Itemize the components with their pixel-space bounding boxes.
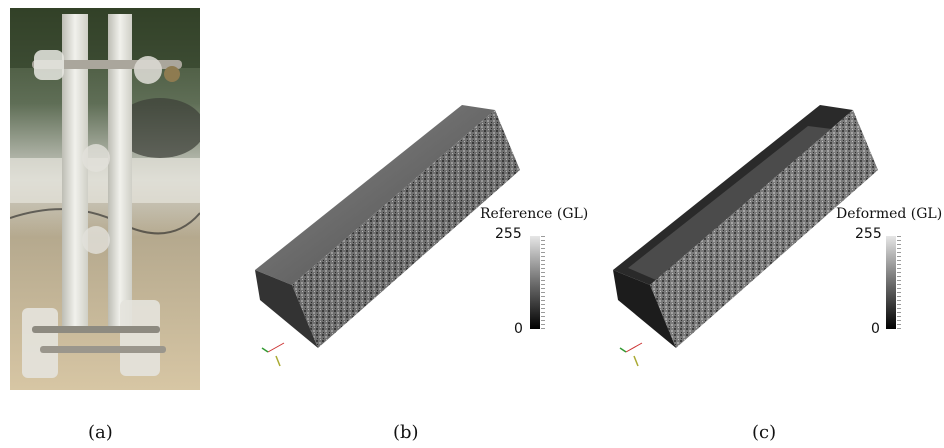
reference-volume-render: [255, 105, 520, 367]
deformed-volume-render: [613, 105, 878, 367]
colorbar-max-deformed: 255: [855, 226, 882, 242]
caption-a: (a): [88, 422, 113, 443]
colorbar-ticks-deformed: [897, 236, 901, 329]
colorbar-title-deformed: Deformed (GL): [836, 206, 943, 222]
colorbar-min-deformed: 0: [871, 321, 880, 337]
specimen-photo: [10, 8, 200, 390]
colorbar-ticks-reference: [541, 236, 545, 329]
caption-c: (c): [752, 422, 777, 443]
colorbar-max-reference: 255: [495, 226, 522, 242]
colorbar-deformed: [886, 236, 896, 329]
caption-b: (b): [393, 422, 419, 443]
colorbar-reference: [530, 236, 540, 329]
colorbar-title-reference: Reference (GL): [480, 206, 589, 222]
colorbar-min-reference: 0: [514, 321, 523, 337]
